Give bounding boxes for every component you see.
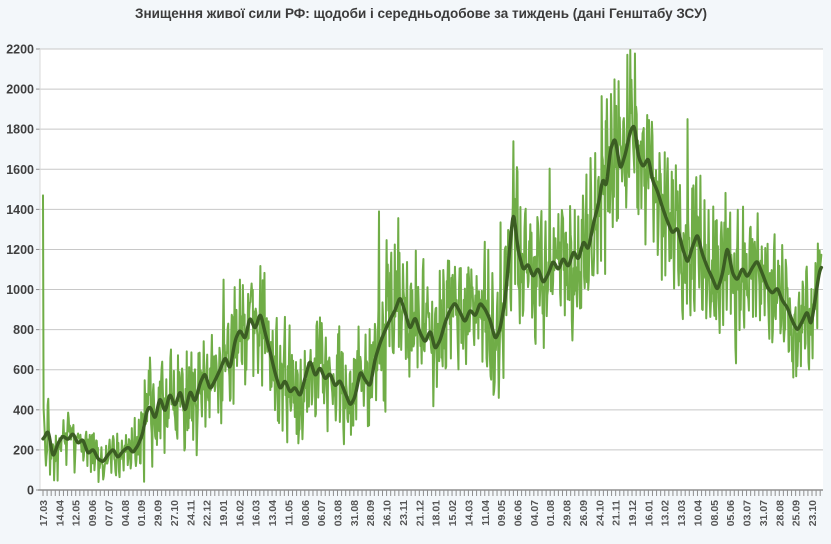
x-axis-label: 08.05 [709,500,721,526]
y-axis-label: 400 [13,403,34,417]
x-axis-label: 18.01 [431,500,443,526]
x-axis-label: 29.09 [153,500,165,526]
y-axis-label: 800 [13,323,34,337]
y-axis-label: 1000 [6,283,34,297]
y-axis-label: 1400 [6,203,34,217]
x-axis-label: 17.03 [38,500,50,526]
x-axis-label: 03.07 [742,500,754,526]
x-axis-label: 06.07 [316,500,328,526]
x-axis-label: 05.06 [725,500,737,526]
x-axis-label: 09.05 [496,500,508,526]
x-axis-label: 28.08 [774,500,786,526]
x-axis-label: 26.10 [382,500,394,526]
x-axis-label: 06.06 [512,500,524,526]
x-axis-label: 31.07 [758,500,770,526]
weekly-average-line [41,124,824,463]
x-axis-label: 13.04 [267,500,279,526]
y-axis-label: 0 [27,484,34,498]
x-axis-label: 16.01 [643,500,655,526]
x-axis-label: 01.08 [545,500,557,526]
x-axis-label: 21.11 [611,500,623,526]
x-axis-label: 19.12 [627,500,639,526]
x-axis-label: 23.11 [398,500,410,526]
x-axis-label: 24.11 [185,500,197,526]
daily-series-line [42,49,823,483]
y-axis-label: 2200 [6,43,34,57]
x-axis-label: 01.09 [136,500,148,526]
y-axis-label: 1600 [6,163,34,177]
x-axis-label: 11.04 [480,500,492,526]
x-axis-label: 10.04 [692,500,704,526]
series-lines [41,49,824,483]
x-axis-label: 03.08 [333,500,345,526]
x-axis-label: 13.02 [660,500,672,526]
x-axis-label: 14.03 [463,500,475,526]
x-axis-label: 19.01 [218,500,230,526]
x-axis-label: 09.06 [87,500,99,526]
x-axis-labels: 17.03 14.04 12.05 09.06 07.07 04.08 01.09 29.09… [38,500,819,526]
axes [36,48,823,496]
x-axis-label: 08.06 [300,500,312,526]
x-axis-label: 22.12 [202,500,214,526]
x-axis-label: 13.03 [676,500,688,526]
x-axis-label: 29.08 [562,500,574,526]
chart-title: Знищення живої сили РФ: щодоби і середнь… [135,6,707,21]
y-axis-label: 1800 [6,123,34,137]
x-axis-label: 24.10 [594,500,606,526]
x-axis-label: 11.05 [283,500,295,526]
x-axis-label: 28.09 [365,500,377,526]
y-axis-labels: 0 200 400 600 800 1000 1200 1400 1600 1800 2000 220… [6,43,34,498]
x-axis-label: 31.08 [349,500,361,526]
y-axis-label: 1200 [6,243,34,257]
x-axis-label: 04.07 [529,500,541,526]
x-axis-label: 23.10 [807,500,819,526]
x-axis-label: 16.03 [251,500,263,526]
y-axis-label: 200 [13,443,34,457]
x-axis-label: 25.09 [791,500,803,526]
x-axis-label: 26.09 [578,500,590,526]
y-axis-label: 600 [13,363,34,377]
x-axis-label: 12.05 [71,500,83,526]
x-axis-label: 07.07 [103,500,115,526]
x-axis-label: 27.10 [169,500,181,526]
y-axis-label: 2000 [6,83,34,97]
x-axis-label: 15.02 [447,500,459,526]
x-axis-label: 14.04 [54,500,66,526]
x-axis-label: 21.12 [414,500,426,526]
x-axis-label: 04.08 [120,500,132,526]
x-axis-label: 16.02 [234,500,246,526]
